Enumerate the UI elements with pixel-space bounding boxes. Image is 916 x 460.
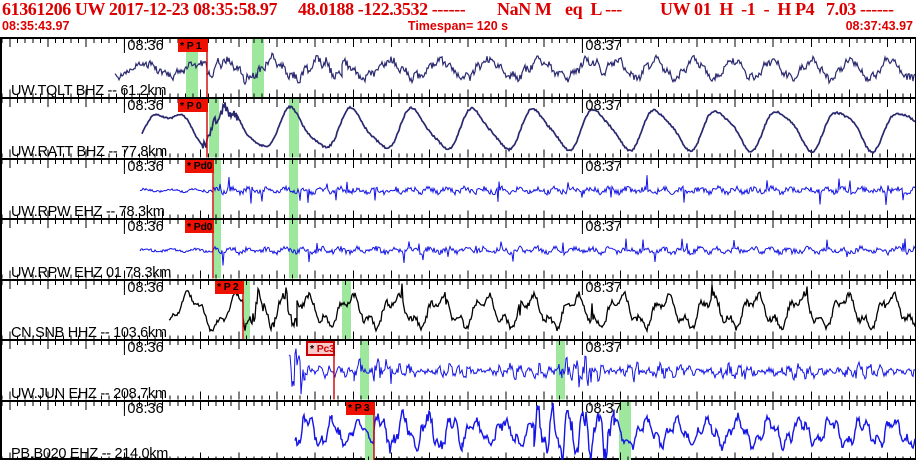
pick-flag-label: Pc3: [316, 342, 335, 355]
tick-ruler: [2, 159, 912, 219]
minute-time-label: 08:36: [127, 279, 164, 296]
trace-row[interactable]: 08:36 08:37 * Pd0 UW.RPW EHZ -- 78.3km: [2, 157, 916, 219]
waveform[interactable]: [114, 52, 916, 86]
timespan-label: Timespan= 120 s: [407, 19, 509, 33]
pick-flag-star: *: [310, 342, 314, 355]
minute-time-label: 08:36: [127, 98, 164, 115]
trace-plot[interactable]: [2, 159, 916, 219]
trace-row[interactable]: 08:36 08:37 * P 3 PB.B020 EHZ -- 214.0km: [2, 399, 916, 460]
predicted-arrival-band: [342, 280, 351, 340]
minute-time-label: 08:37: [585, 279, 622, 296]
event-network-info: UW 01 H -1 - H P4: [660, 0, 815, 19]
pick-flag-label: Pd0: [193, 160, 213, 173]
minute-time-label: 08:37: [585, 340, 622, 357]
trace-plot[interactable]: [2, 220, 916, 279]
trace-plot[interactable]: [2, 401, 916, 460]
tick-ruler: [2, 99, 912, 158]
window-start-time: 08:35:43.97: [2, 19, 70, 33]
station-label: CN.SNB HHZ -- 103.6km: [11, 325, 167, 340]
tick-ruler: [2, 220, 912, 279]
pick-flag[interactable]: * P 0: [178, 99, 208, 113]
minute-time-label: 08:37: [585, 400, 622, 417]
waveform[interactable]: [294, 402, 916, 460]
trace-row[interactable]: 08:36 08:37 * P 1 UW.TQLT BHZ -- 61.2km: [2, 37, 916, 98]
pick-flag-label: P 2: [223, 281, 239, 294]
pick-flag-star: *: [180, 99, 184, 112]
waveform[interactable]: [139, 238, 916, 266]
event-type: eq L ---: [565, 0, 622, 19]
station-label: PB.B020 EHZ -- 214.0km: [11, 445, 168, 460]
waveform[interactable]: [141, 102, 916, 155]
predicted-arrival-band: [365, 401, 374, 460]
minute-time-label: 08:36: [127, 400, 164, 417]
predicted-arrival-band: [244, 280, 250, 340]
minute-time-label: 08:36: [127, 38, 164, 54]
event-id-date: 61361206 UW 2017-12-23 08:35:58.97: [2, 0, 278, 19]
trace-row[interactable]: 08:36 08:37 * P 2 CN.SNB HHZ -- 103.6km: [2, 278, 916, 340]
tick-ruler: [2, 39, 912, 98]
minute-time-label: 08:37: [585, 158, 622, 175]
pick-flag-star: *: [348, 402, 352, 415]
pick-flag[interactable]: * Pc3: [306, 341, 335, 357]
pick-flag-label: P 3: [354, 402, 370, 415]
trace-plot[interactable]: [2, 39, 916, 98]
pick-flag[interactable]: * P 2: [215, 280, 244, 294]
pick-flag-label: Pd0: [193, 220, 213, 233]
station-label: UW.TQLT BHZ -- 61.2km: [11, 83, 167, 98]
minute-time-label: 08:36: [127, 219, 164, 236]
event-coordinates: 48.0188 -122.3532 ------: [298, 0, 466, 19]
trace-row[interactable]: 08:36 08:37 * Pc3 UW.JUN EHZ -- 208.7km: [2, 339, 916, 400]
station-label: UW.JUN EHZ -- 208.7km: [11, 385, 167, 400]
predicted-arrival-band: [619, 401, 631, 460]
predicted-arrival-band: [289, 159, 298, 219]
waveform[interactable]: [288, 348, 916, 395]
minute-time-label: 08:36: [127, 340, 164, 357]
minute-time-label: 08:36: [127, 158, 164, 175]
pick-flag-star: *: [180, 39, 184, 52]
pick-flag-star: *: [187, 160, 191, 173]
trace-plot[interactable]: [2, 280, 916, 340]
tick-ruler: [2, 280, 912, 340]
pick-flag-star: *: [187, 220, 191, 233]
tick-ruler: [2, 401, 912, 460]
predicted-arrival-band: [289, 99, 299, 158]
minute-time-label: 08:37: [585, 98, 622, 115]
pick-flag[interactable]: * Pd0: [185, 159, 214, 173]
pick-flag-label: P 1: [186, 39, 202, 52]
waveform[interactable]: [139, 175, 916, 205]
pick-flag[interactable]: * P 1: [178, 39, 208, 52]
station-label: UW.RPW EHZ -- 78.3km: [11, 204, 165, 219]
window-end-time: 08:37:43.97: [845, 19, 913, 33]
minute-time-label: 08:37: [585, 219, 622, 236]
time-window-bar: 08:35:43.97 Timespan= 120 s 08:37:43.97: [0, 19, 916, 35]
event-rms: 7.03 ------: [826, 0, 894, 19]
station-label: UW.RPW EHZ 01 78.3km: [11, 264, 171, 279]
pick-flag-label: P 0: [186, 99, 202, 112]
predicted-arrival-band: [214, 220, 221, 279]
trace-plot[interactable]: [2, 99, 916, 158]
predicted-arrival-band: [209, 99, 219, 158]
trace-area[interactable]: 08:36 08:37 * P 1 UW.TQLT BHZ -- 61.2km 08:36…: [0, 37, 916, 460]
pick-flag[interactable]: * Pd0: [185, 220, 214, 234]
predicted-arrival-band: [186, 39, 198, 98]
waveform[interactable]: [168, 283, 916, 333]
event-magnitude: NaN M: [497, 0, 552, 19]
trace-row[interactable]: 08:36 08:37 * P 0 UW.RATT BHZ -- 77.8km: [2, 97, 916, 158]
predicted-arrival-band: [556, 341, 565, 400]
pick-flag[interactable]: * P 3: [346, 401, 375, 415]
pick-flag-star: *: [217, 281, 221, 294]
trace-row[interactable]: 08:36 08:37 * Pd0 UW.RPW EHZ 01 78.3km: [2, 218, 916, 279]
predicted-arrival-band: [289, 220, 298, 279]
minute-time-label: 08:37: [585, 38, 622, 54]
station-label: UW.RATT BHZ -- 77.8km: [11, 143, 167, 158]
